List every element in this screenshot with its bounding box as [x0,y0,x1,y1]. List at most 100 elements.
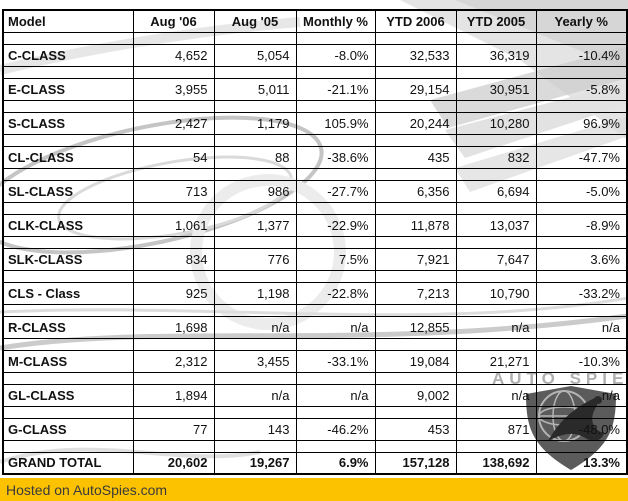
spacer-cell [2,269,134,283]
cell-model: SLK-CLASS [2,247,134,271]
spacer-cell [455,65,537,79]
cell-model: E-CLASS [2,77,134,101]
cell-value: -21.1% [295,77,376,101]
spacer-cell [213,337,297,351]
spacer-row [2,439,628,453]
cell-model: GRAND TOTAL [2,451,134,475]
spacer-cell [2,405,134,419]
cell-value: -38.6% [295,145,376,169]
cell-value: 157,128 [374,451,457,475]
cell-value: 105.9% [295,111,376,135]
spacer-cell [213,133,297,147]
spacer-cell [132,371,215,385]
spacer-cell [2,337,134,351]
cell-value: 19,084 [374,349,457,373]
cell-value: 871 [455,417,537,441]
table-row: CL-CLASS 54 88 -38.6% 435 832 -47.7% [2,145,628,169]
cell-model: CLK-CLASS [2,213,134,237]
column-header-monthly: Monthly % [295,9,376,33]
spacer-row [2,167,628,181]
spacer-row [2,269,628,283]
spacer-cell [2,201,134,215]
spacer-cell [2,167,134,181]
cell-value: 7.5% [295,247,376,271]
cell-model: R-CLASS [2,315,134,339]
spacer-cell [374,235,457,249]
footer-bar: Hosted on AutoSpies.com [0,478,628,501]
cell-value: n/a [213,315,297,339]
cell-value: 776 [213,247,297,271]
cell-value: 30,951 [455,77,537,101]
cell-value: 986 [213,179,297,203]
cell-value: -48.0% [535,417,628,441]
table-row: E-CLASS 3,955 5,011 -21.1% 29,154 30,951 -5.8% [2,77,628,101]
spacer-cell [213,31,297,45]
table-row: M-CLASS 2,312 3,455 -33.1% 19,084 21,271 -10.3… [2,349,628,373]
cell-value: 9,002 [374,383,457,407]
cell-value: 77 [132,417,215,441]
cell-value: 11,878 [374,213,457,237]
spacer-cell [535,235,628,249]
cell-value: 6,356 [374,179,457,203]
spacer-cell [455,235,537,249]
spacer-cell [132,303,215,317]
spacer-row [2,201,628,215]
spacer-cell [455,31,537,45]
cell-value: 13,037 [455,213,537,237]
cell-value: 10,280 [455,111,537,135]
table-row: CLK-CLASS 1,061 1,377 -22.9% 11,878 13,037 -8.… [2,213,628,237]
cell-value: 2,312 [132,349,215,373]
cell-value: 3,455 [213,349,297,373]
spacer-cell [295,235,376,249]
spacer-cell [374,99,457,113]
cell-value: 7,647 [455,247,537,271]
spacer-cell [535,167,628,181]
spacer-cell [2,65,134,79]
spacer-cell [455,133,537,147]
spacer-cell [295,65,376,79]
spacer-cell [535,303,628,317]
spacer-cell [213,235,297,249]
spacer-cell [535,405,628,419]
cell-value: 435 [374,145,457,169]
spacer-cell [2,235,134,249]
spacer-cell [132,65,215,79]
cell-value: -27.7% [295,179,376,203]
cell-value: -8.9% [535,213,628,237]
spacer-cell [535,65,628,79]
spacer-cell [2,133,134,147]
cell-value: 12,855 [374,315,457,339]
table-row: C-CLASS 4,652 5,054 -8.0% 32,533 36,319 -10.4% [2,43,628,67]
spacer-cell [295,31,376,45]
spacer-cell [213,405,297,419]
footer-link[interactable]: Hosted on AutoSpies.com [6,481,168,498]
cell-value: 1,061 [132,213,215,237]
cell-model: GL-CLASS [2,383,134,407]
cell-value: 1,698 [132,315,215,339]
spacer-row [2,303,628,317]
cell-value: 143 [213,417,297,441]
spacer-cell [132,133,215,147]
spacer-cell [2,303,134,317]
table-row: S-CLASS 2,427 1,179 105.9% 20,244 10,280 96.9% [2,111,628,135]
cell-value: 20,244 [374,111,457,135]
spacer-row [2,405,628,419]
cell-value: 6,694 [455,179,537,203]
spacer-cell [535,31,628,45]
spacer-cell [535,133,628,147]
spacer-cell [455,405,537,419]
cell-value: -8.0% [295,43,376,67]
spacer-cell [374,167,457,181]
cell-model: CLS - Class [2,281,134,305]
cell-model: CL-CLASS [2,145,134,169]
spacer-cell [295,201,376,215]
spacer-cell [535,371,628,385]
spacer-cell [213,99,297,113]
spacer-cell [2,31,134,45]
cell-value: 96.9% [535,111,628,135]
spacer-cell [455,303,537,317]
cell-value: 19,267 [213,451,297,475]
spacer-cell [295,439,376,453]
cell-value: -10.4% [535,43,628,67]
